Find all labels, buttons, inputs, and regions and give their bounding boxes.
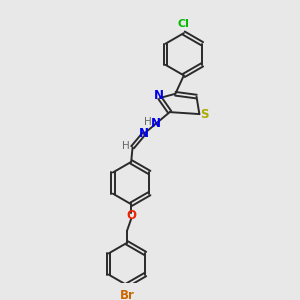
Text: H: H: [144, 117, 152, 127]
Text: S: S: [200, 108, 209, 121]
Text: O: O: [126, 209, 136, 222]
Text: Br: Br: [119, 289, 134, 300]
Text: Cl: Cl: [178, 20, 190, 29]
Text: N: N: [139, 128, 149, 140]
Text: H: H: [122, 141, 130, 151]
Text: N: N: [154, 89, 164, 102]
Text: N: N: [151, 117, 161, 130]
